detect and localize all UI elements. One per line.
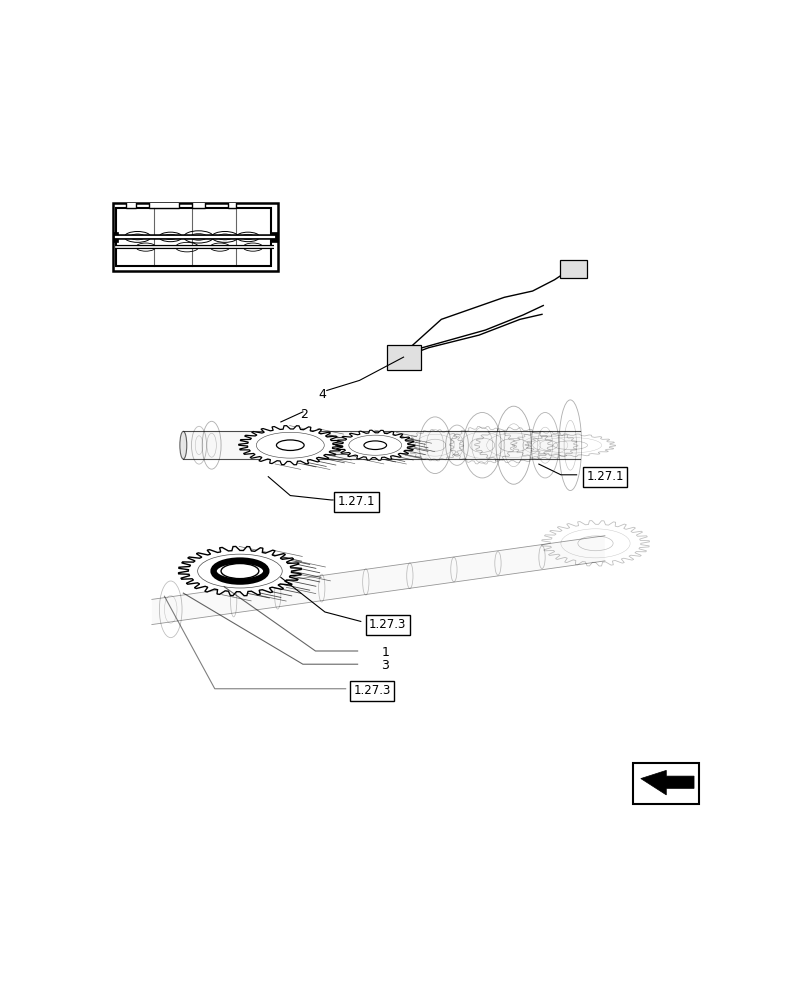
- Text: 1: 1: [381, 646, 389, 659]
- Text: 1.27.3: 1.27.3: [353, 684, 390, 697]
- Text: 1.27.1: 1.27.1: [337, 495, 375, 508]
- Ellipse shape: [384, 445, 406, 454]
- Ellipse shape: [250, 570, 288, 585]
- FancyBboxPatch shape: [386, 345, 420, 370]
- Bar: [183, 431, 579, 459]
- FancyBboxPatch shape: [633, 763, 698, 804]
- Polygon shape: [335, 430, 414, 460]
- Text: 3: 3: [381, 659, 389, 672]
- Text: 1.27.3: 1.27.3: [369, 618, 406, 631]
- Ellipse shape: [363, 441, 386, 450]
- Polygon shape: [178, 546, 301, 596]
- FancyBboxPatch shape: [113, 203, 277, 271]
- Polygon shape: [238, 426, 341, 465]
- Text: 1.27.1: 1.27.1: [586, 470, 623, 483]
- Bar: [290, 437, 375, 454]
- FancyBboxPatch shape: [559, 260, 586, 278]
- Ellipse shape: [179, 431, 187, 459]
- Polygon shape: [152, 536, 604, 625]
- Polygon shape: [640, 770, 693, 795]
- Ellipse shape: [276, 440, 304, 450]
- Ellipse shape: [221, 564, 259, 579]
- Text: 2: 2: [299, 408, 307, 421]
- Text: 4: 4: [318, 388, 326, 401]
- Ellipse shape: [302, 445, 329, 456]
